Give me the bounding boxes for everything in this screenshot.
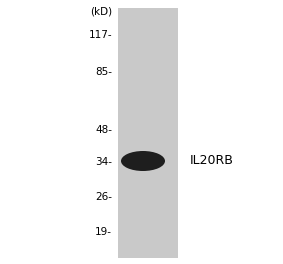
- Text: 26-: 26-: [95, 192, 112, 202]
- Text: 19-: 19-: [95, 227, 112, 237]
- Text: 48-: 48-: [95, 125, 112, 135]
- Text: (kD): (kD): [90, 7, 112, 17]
- Text: 34-: 34-: [95, 157, 112, 167]
- Bar: [118, 8, 178, 258]
- Text: 85-: 85-: [95, 67, 112, 77]
- Ellipse shape: [121, 151, 165, 171]
- Text: IL20RB: IL20RB: [190, 154, 234, 167]
- Text: 117-: 117-: [88, 30, 112, 40]
